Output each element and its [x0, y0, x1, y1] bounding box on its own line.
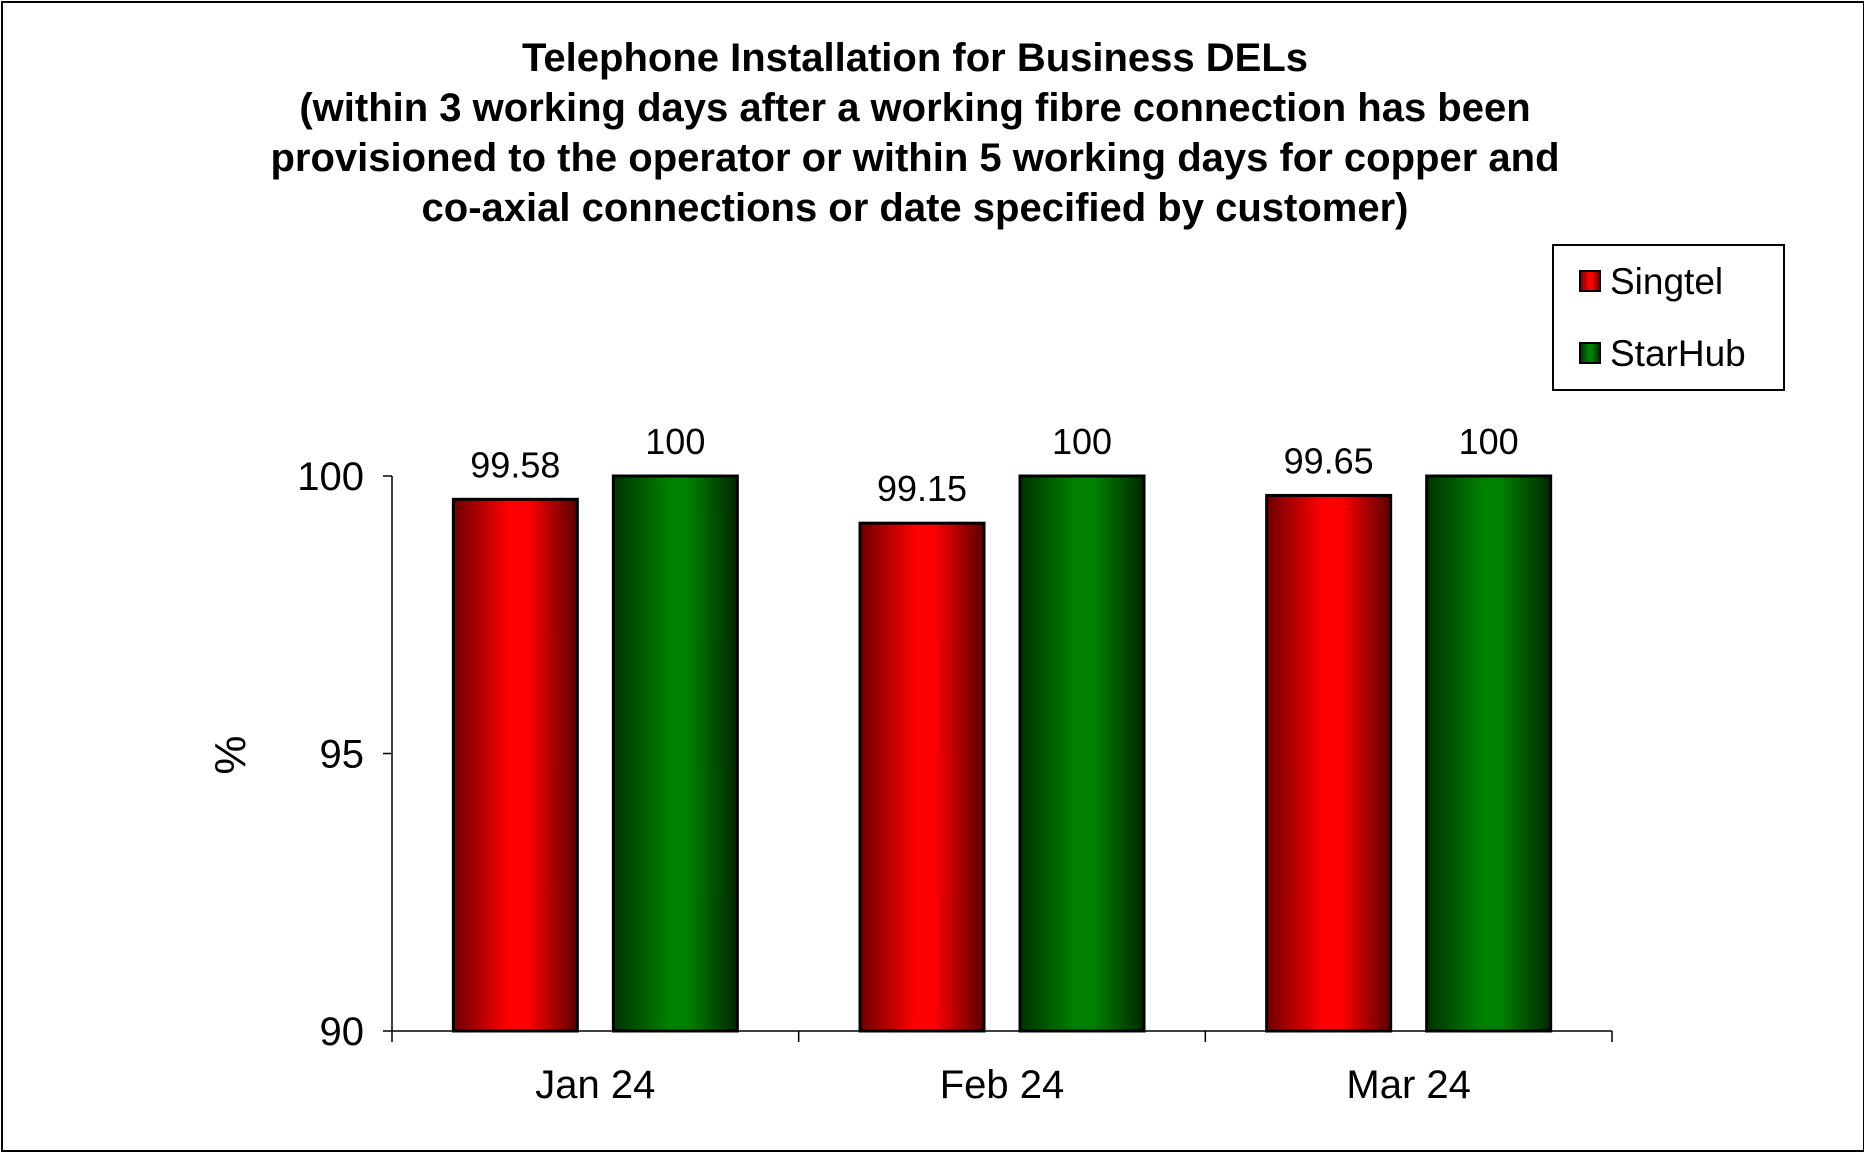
- legend-box: [1552, 244, 1785, 391]
- legend-label-singtel: Singtel: [1610, 261, 1723, 302]
- chart-title-line-3: provisioned to the operator or within 5 …: [270, 136, 1559, 180]
- bar-starhub-feb-24: [1018, 474, 1146, 1033]
- chart-title-line-1: Telephone Installation for Business DELs: [522, 36, 1308, 80]
- data-label-starhub-feb-24: 100: [1052, 421, 1112, 462]
- y-axis-title: %: [206, 735, 255, 774]
- x-category-label-feb-24: Feb 24: [940, 1063, 1065, 1107]
- legend: Singtel StarHub: [1552, 244, 1785, 391]
- data-label-singtel-jan-24: 99.58: [470, 444, 560, 485]
- chart-title: Telephone Installation for Business DELs…: [270, 36, 1559, 230]
- x-category-label-mar-24: Mar 24: [1346, 1063, 1471, 1107]
- plot-area: 90 95 100 99.58 100 Jan 24 99.15 100 Feb 24 99.65…: [297, 421, 1613, 1107]
- bar-singtel-jan-24: [451, 497, 579, 1033]
- y-tick-label-95: 95: [320, 733, 365, 777]
- y-tick-label-90: 90: [320, 1010, 365, 1054]
- chart-title-line-2: (within 3 working days after a working f…: [299, 86, 1530, 130]
- chart-title-line-4: co-axial connections or date specified b…: [422, 186, 1409, 230]
- bar-singtel-feb-24: [858, 521, 986, 1033]
- bar-starhub-jan-24: [611, 474, 739, 1033]
- legend-swatch-singtel: [1579, 270, 1601, 292]
- data-label-singtel-feb-24: 99.15: [877, 468, 967, 509]
- data-label-starhub-mar-24: 100: [1459, 421, 1519, 462]
- legend-swatch-starhub: [1579, 342, 1601, 364]
- x-category-label-jan-24: Jan 24: [535, 1063, 655, 1107]
- bar-starhub-mar-24: [1425, 474, 1553, 1033]
- data-label-starhub-jan-24: 100: [645, 421, 705, 462]
- bar-singtel-mar-24: [1265, 493, 1393, 1033]
- legend-label-starhub: StarHub: [1610, 333, 1746, 374]
- y-tick-label-100: 100: [297, 455, 364, 499]
- data-label-singtel-mar-24: 99.65: [1284, 440, 1374, 481]
